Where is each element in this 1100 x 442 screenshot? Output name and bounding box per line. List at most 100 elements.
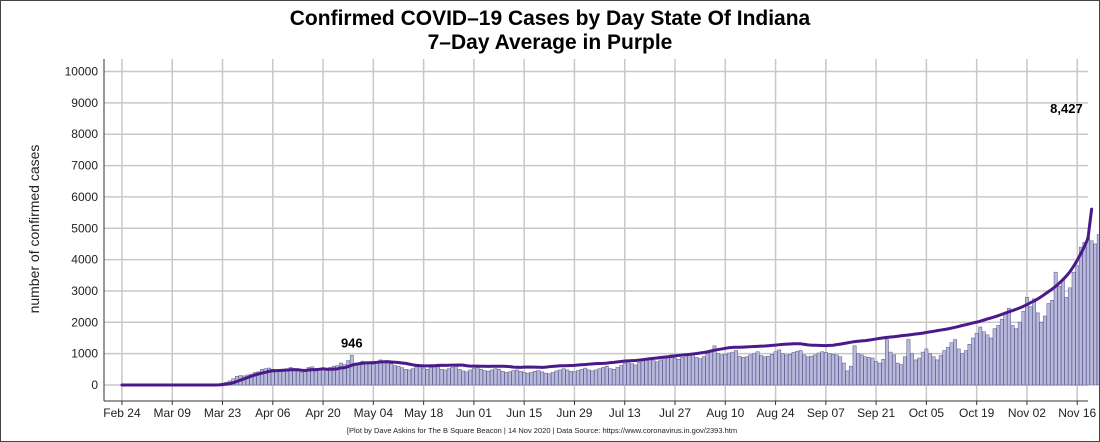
bar-168 (723, 354, 728, 386)
bar-118 (543, 372, 548, 386)
bar-91 (446, 368, 451, 386)
bar-185 (784, 354, 789, 386)
bar-163 (705, 353, 710, 386)
bar-197 (827, 353, 832, 386)
x-tick-label-14: Sep 07 (807, 406, 845, 420)
bar-77 (396, 365, 401, 386)
bar-261 (1057, 286, 1062, 386)
bar-200 (838, 356, 843, 386)
bar-72 (378, 359, 383, 386)
bar-153 (669, 354, 674, 386)
bar-244 (996, 325, 1001, 386)
bar-126 (572, 371, 577, 386)
x-tick-label-3: Apr 06 (255, 406, 291, 420)
y-tick-label-6: 6000 (71, 190, 98, 204)
bar-232 (953, 339, 958, 386)
bar-249 (1014, 328, 1019, 386)
bar-213 (884, 339, 889, 386)
bar-230 (946, 347, 950, 386)
bar-174 (744, 356, 749, 386)
x-tick-label-0: Feb 24 (103, 406, 141, 420)
bar-111 (518, 370, 523, 386)
bar-161 (698, 358, 703, 386)
bar-93 (454, 365, 458, 386)
bar-141 (626, 360, 631, 386)
bar-64 (349, 355, 354, 386)
bar-164 (709, 350, 713, 386)
bar-209 (870, 357, 875, 386)
bar-85 (425, 369, 430, 386)
x-tick-label-1: Mar 09 (154, 406, 192, 420)
bar-97 (468, 369, 473, 386)
bar-116 (536, 370, 541, 386)
bar-240 (981, 331, 986, 386)
bar-224 (924, 348, 929, 386)
bar-190 (802, 354, 807, 386)
bar-43 (274, 371, 279, 386)
bar-199 (834, 354, 839, 386)
bar-255 (1035, 312, 1040, 386)
bar-271 (1093, 243, 1098, 386)
bar-61 (339, 362, 343, 386)
bar-49 (296, 370, 300, 386)
y-tick-label-4: 4000 (71, 253, 98, 267)
bar-193 (813, 354, 817, 386)
bar-151 (662, 357, 667, 386)
bar-148 (651, 360, 656, 386)
bar-60 (335, 365, 340, 386)
x-tick-label-7: Jun 01 (456, 406, 492, 420)
bar-154 (673, 357, 677, 386)
bar-73 (382, 361, 387, 386)
bar-44 (278, 370, 282, 386)
y-tick-label-3: 3000 (71, 284, 98, 298)
bar-122 (558, 369, 562, 386)
bar-234 (960, 353, 965, 386)
annotations: 946 8,427 (341, 101, 1083, 351)
bar-133 (597, 368, 602, 386)
bar-51 (303, 371, 308, 386)
bar-259 (1050, 300, 1054, 386)
bar-221 (913, 359, 918, 386)
bar-56 (321, 368, 325, 386)
chart-title: Confirmed COVID–19 Cases by Day State Of… (1, 7, 1099, 55)
bar-207 (863, 356, 868, 386)
bar-94 (457, 369, 462, 386)
x-tick-label-16: Oct 05 (909, 406, 945, 420)
x-tick-label-2: Mar 23 (204, 406, 242, 420)
bar-182 (773, 351, 778, 386)
bar-108 (507, 371, 512, 386)
bar-102 (486, 370, 491, 386)
bar-247 (1007, 307, 1011, 386)
bar-189 (798, 350, 803, 386)
bar-135 (604, 365, 609, 386)
y-tick-label-8: 8000 (71, 127, 98, 141)
bar-55 (317, 369, 322, 386)
bar-149 (655, 361, 659, 386)
bar-203 (849, 365, 853, 386)
bar-117 (540, 371, 545, 386)
bar-212 (881, 359, 886, 386)
bar-167 (719, 354, 724, 386)
bar-225 (928, 353, 932, 386)
bar-39 (260, 369, 264, 386)
bar-173 (741, 357, 746, 386)
bar-114 (529, 372, 534, 386)
bar-125 (568, 370, 573, 386)
seven-day-average-line (120, 207, 1094, 387)
bar-96 (464, 371, 469, 386)
bar-218 (902, 356, 907, 386)
bar-170 (730, 351, 735, 386)
caption: [Plot by Dave Askins for The B Square Be… (347, 426, 737, 435)
bar-78 (400, 367, 404, 386)
bar-220 (910, 353, 914, 386)
bar-120 (551, 372, 555, 386)
bar-35 (245, 374, 250, 386)
bar-150 (658, 359, 663, 386)
x-tick-label-6: May 18 (404, 406, 444, 420)
bar-113 (525, 372, 530, 386)
bar-127 (576, 370, 580, 386)
bar-198 (831, 354, 835, 386)
bar-76 (392, 365, 397, 386)
bar-88 (436, 366, 440, 386)
bar-172 (737, 355, 742, 386)
